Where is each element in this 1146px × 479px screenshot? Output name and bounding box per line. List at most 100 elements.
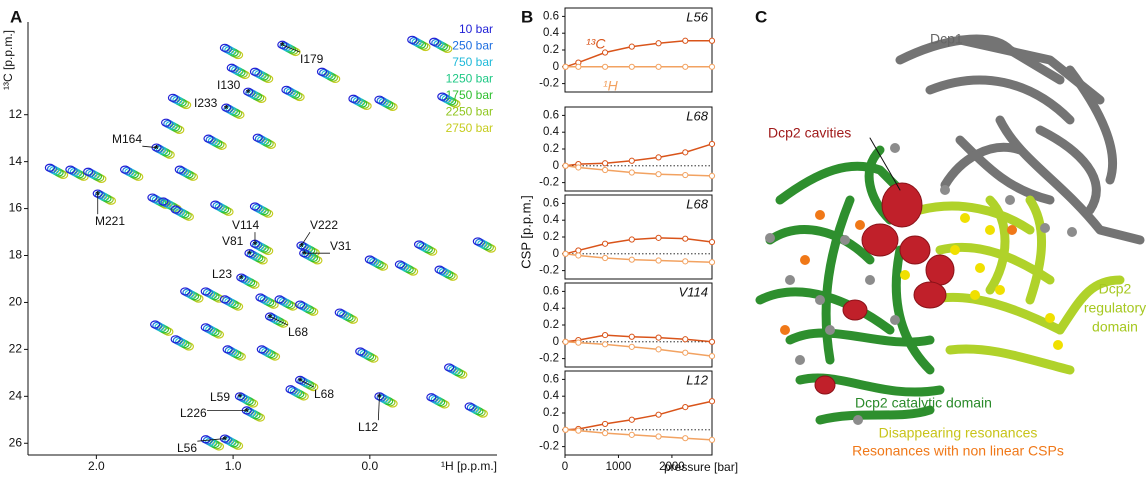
peak-contour	[170, 205, 181, 214]
assignment-label: L68	[314, 387, 334, 401]
structure-label: Dcp2 cavities	[768, 125, 851, 141]
peak-contour	[161, 118, 172, 127]
y-tick-label: 0.4	[543, 214, 560, 226]
peak-contour	[203, 134, 214, 143]
peak-contour	[210, 200, 221, 209]
structure-label: domain	[1092, 319, 1138, 335]
y-tick-label: 26	[9, 435, 23, 449]
data-point	[655, 433, 662, 440]
peak-contour	[94, 190, 106, 199]
peak-contour	[297, 376, 308, 386]
peak-marker: *	[298, 376, 303, 388]
peak	[249, 67, 274, 84]
x-tick-label: 0.0	[361, 459, 378, 473]
assignment-label: M164	[112, 132, 142, 146]
x-tick-label: 2.0	[88, 459, 105, 473]
assignment-label: V81	[222, 234, 244, 248]
peak-contour	[350, 95, 361, 105]
peak-contour	[474, 238, 486, 247]
peak-contour	[222, 345, 233, 354]
assigned-peak: *	[236, 273, 260, 289]
peak	[203, 134, 227, 150]
y-tick-label: 0.6	[543, 10, 559, 22]
assignment-label: L226	[180, 406, 207, 420]
peak-contour	[243, 87, 254, 96]
peak	[334, 308, 359, 324]
data-point	[655, 411, 662, 418]
y-tick-label: 24	[9, 388, 23, 402]
peak	[285, 385, 309, 401]
peak-contour	[221, 435, 233, 444]
peak-contour	[409, 36, 420, 46]
peak-contour	[176, 166, 188, 175]
leader-line	[142, 145, 157, 148]
peak-contour	[200, 287, 211, 296]
y-tick-label: -0.2	[539, 441, 559, 453]
data-point	[628, 43, 635, 50]
peak-contour	[202, 324, 214, 333]
y-axis-label: CSP [p.p.m.]	[518, 195, 533, 268]
data-point	[628, 157, 635, 164]
peak	[65, 165, 89, 181]
peak-contour	[83, 167, 94, 176]
peak-contour	[264, 312, 276, 321]
leader-line	[377, 396, 380, 421]
data-point	[628, 431, 635, 438]
data-point	[655, 63, 662, 70]
peak-contour	[394, 260, 406, 269]
data-point	[655, 154, 662, 161]
peak-contour	[221, 44, 233, 54]
y-tick-label: 20	[9, 295, 23, 309]
peak	[374, 95, 398, 111]
data-point	[575, 339, 582, 346]
peak-contour	[172, 336, 183, 345]
assigned-peak: *	[221, 103, 245, 119]
data-point	[655, 40, 662, 47]
structure-label: Dcp2	[1099, 281, 1132, 297]
peak	[219, 43, 244, 60]
leader-line	[299, 379, 315, 388]
peak-contour	[252, 203, 263, 212]
y-tick-label: 0	[553, 160, 559, 172]
peak	[295, 300, 319, 316]
y-tick-label: -0.2	[539, 177, 559, 189]
protein-structure	[755, 34, 1145, 425]
peak-contour	[170, 94, 181, 104]
structure-legend: Disappearing resonances	[879, 425, 1038, 441]
peak	[170, 205, 194, 221]
peak-contour	[446, 364, 457, 373]
peak-contour	[283, 86, 294, 96]
peak	[256, 345, 281, 361]
series-label: ¹³C	[586, 36, 606, 52]
peak	[170, 335, 194, 351]
peak-contour	[277, 40, 288, 49]
y-tick-label: 0.4	[543, 302, 560, 314]
peak	[83, 167, 107, 184]
data-point	[628, 256, 635, 263]
peak-marker: *	[268, 312, 273, 324]
peak-marker: *	[245, 406, 250, 418]
data-point	[682, 149, 689, 156]
y-tick-label: 0.4	[543, 390, 560, 402]
peak-contour	[301, 250, 312, 259]
peak-contour	[296, 241, 307, 250]
peak-contour	[236, 273, 247, 282]
peak-contour	[431, 38, 442, 48]
peak-contour	[150, 320, 161, 329]
legend-entry: 1250 bar	[446, 72, 493, 86]
y-tick-label: -0.2	[539, 78, 559, 90]
data-point	[575, 63, 582, 70]
y-tick-label: 0.4	[543, 126, 560, 138]
data-point	[682, 37, 689, 44]
chart-title: L56	[686, 9, 708, 24]
peak	[316, 67, 341, 84]
data-point	[575, 247, 582, 254]
peak-contour	[151, 143, 162, 152]
peak-contour	[223, 104, 234, 113]
data-point	[601, 49, 609, 56]
peak-contour	[44, 163, 55, 172]
series-line	[565, 429, 713, 441]
peak-contour	[221, 103, 232, 112]
peak	[226, 63, 251, 80]
data-point	[655, 234, 662, 241]
